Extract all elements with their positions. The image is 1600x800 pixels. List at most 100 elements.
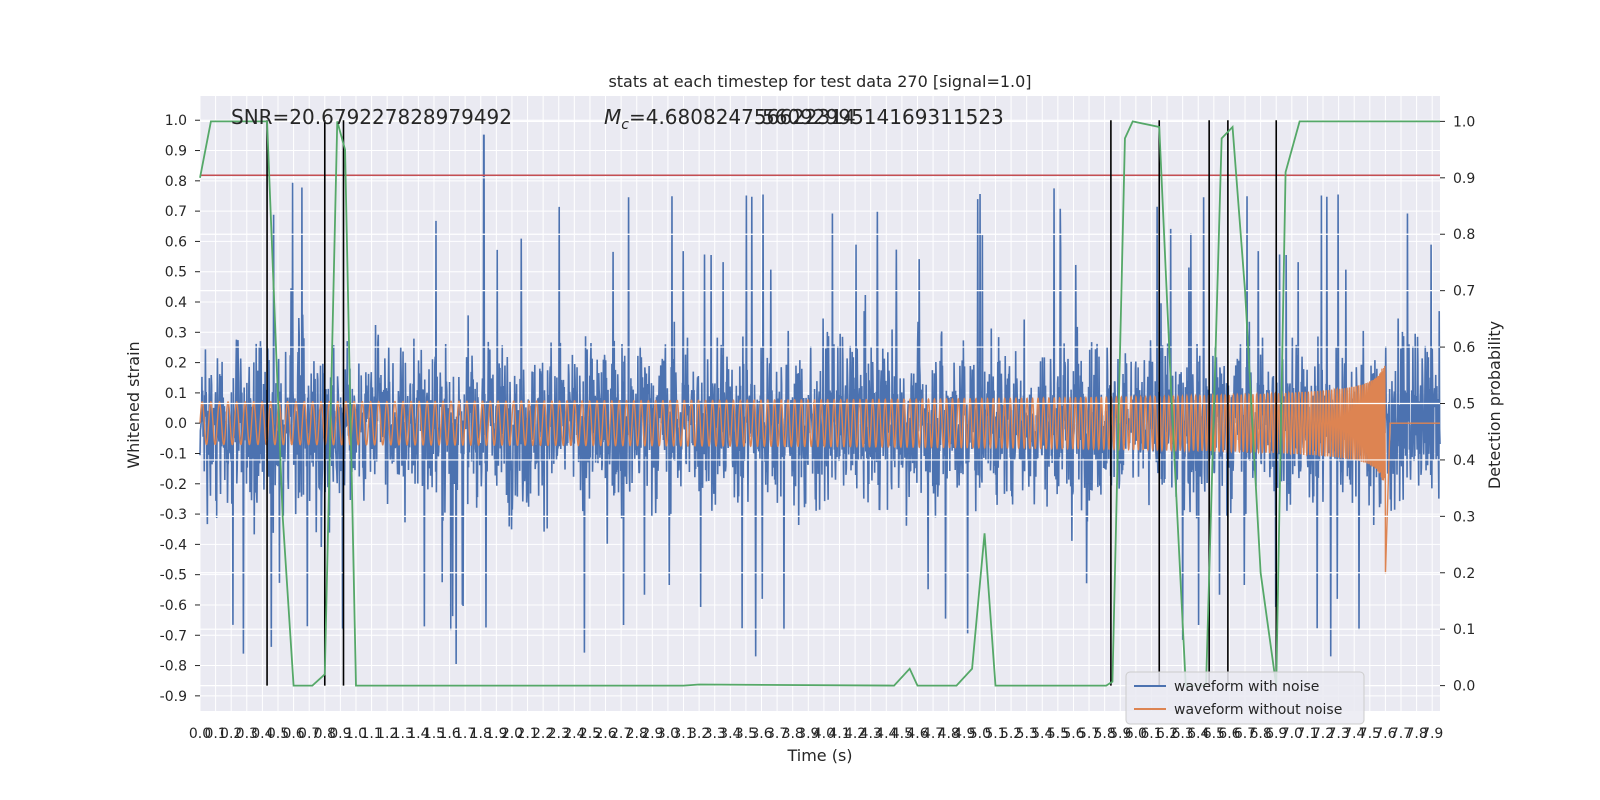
y-tick-label: 0.7	[165, 204, 187, 220]
y-tick-label: 0.4	[165, 295, 187, 311]
x-tick-label: 5.8	[1094, 726, 1116, 742]
x-tick-label: 0.3	[236, 726, 258, 742]
x-axis-label: Time (s)	[786, 746, 852, 765]
x-tick-label: 7.9	[1421, 726, 1443, 742]
x-tick-label: 6.6	[1218, 726, 1240, 742]
y-tick-label: -0.2	[160, 477, 187, 493]
x-tick-label: 5.5	[1047, 726, 1069, 742]
y2-tick-label: 0.0	[1453, 679, 1475, 695]
mc-symbol: M	[604, 105, 621, 129]
y-tick-label: -0.1	[160, 446, 187, 462]
y-tick-label: 0.2	[165, 356, 187, 372]
x-tick-label: 6.3	[1172, 726, 1194, 742]
x-tick-label: 6.8	[1249, 726, 1271, 742]
x-tick-label: 3.6	[750, 726, 772, 742]
x-tick-label: 7.2	[1312, 726, 1334, 742]
x-tick-label: 2.5	[579, 726, 601, 742]
y2-tick-label: 0.5	[1453, 397, 1475, 413]
x-tick-label: 5.0	[969, 726, 991, 742]
x-tick-label: 7.8	[1405, 726, 1427, 742]
y-tick-labels: -0.9 -0.8 -0.7 -0.6 -0.5 -0.4 -0.3 -0.2 -0.1 0.0 0…	[160, 113, 200, 705]
x-tick-labels: 0.00.10.20.30.40.50.60.70.80.91.01.11.21…	[189, 726, 1443, 742]
x-tick-label: 1.9	[485, 726, 507, 742]
x-tick-label: 4.0	[813, 726, 835, 742]
x-tick-label: 7.6	[1374, 726, 1396, 742]
legend-label-noise: waveform with noise	[1174, 679, 1319, 695]
x-tick-label: 1.8	[470, 726, 492, 742]
y2-tick-label: 0.2	[1453, 566, 1475, 582]
y2-tick-label: 0.4	[1453, 453, 1475, 469]
x-tick-label: 0.6	[282, 726, 304, 742]
x-tick-label: 3.1	[672, 726, 694, 742]
y-tick-label: 0.9	[165, 144, 187, 160]
y-tick-label: 0.3	[165, 325, 187, 341]
x-tick-label: 2.4	[563, 726, 585, 742]
x-tick-label: 1.1	[360, 726, 382, 742]
x-tick-label: 5.6	[1062, 726, 1084, 742]
x-tick-label: 5.2	[1000, 726, 1022, 742]
x-tick-label: 6.1	[1140, 726, 1162, 742]
x-tick-label: 3.5	[735, 726, 757, 742]
x-tick-label: 2.1	[516, 726, 538, 742]
x-tick-label: 7.0	[1281, 726, 1303, 742]
x-tick-label: 1.4	[407, 726, 429, 742]
x-tick-label: 4.3	[860, 726, 882, 742]
legend: waveform with noise waveform without noi…	[1125, 671, 1365, 725]
x-tick-label: 1.3	[392, 726, 414, 742]
y-tick-label: 0.5	[165, 265, 187, 281]
x-tick-label: 6.5	[1203, 726, 1225, 742]
x-tick-label: 3.4	[719, 726, 741, 742]
y2-axis-label: Detection probability	[1485, 321, 1504, 489]
x-tick-label: 5.1	[984, 726, 1006, 742]
x-tick-label: 1.0	[345, 726, 367, 742]
y-tick-label: -0.4	[160, 537, 187, 553]
x-tick-label: 3.3	[704, 726, 726, 742]
x-tick-label: 1.2	[376, 726, 398, 742]
legend-label-clean: waveform without noise	[1174, 702, 1342, 718]
x-tick-label: 4.8	[938, 726, 960, 742]
detection-probability-line	[199, 120, 1440, 687]
y2-tick-label: 0.7	[1453, 284, 1475, 300]
x-tick-label: 4.9	[953, 726, 975, 742]
mc-value: =4.680824756622314	[629, 105, 856, 129]
x-tick-label: 7.5	[1359, 726, 1381, 742]
x-tick-label: 0.8	[314, 726, 336, 742]
y-tick-label: -0.3	[160, 507, 187, 523]
y-tick-label: 1.0	[165, 113, 187, 129]
series-waveform-with-noise	[199, 134, 1441, 665]
x-tick-label: 6.4	[1187, 726, 1209, 742]
mc-subscript: c	[621, 117, 629, 133]
y2-tick-label: 0.6	[1453, 340, 1475, 356]
y2-tick-label: 0.1	[1453, 622, 1475, 638]
x-tick-label: 0.5	[267, 726, 289, 742]
x-tick-label: 6.2	[1156, 726, 1178, 742]
waveform-with-noise-line	[199, 134, 1441, 665]
y2-tick-label: 0.9	[1453, 171, 1475, 187]
x-tick-label: 4.1	[828, 726, 850, 742]
snr-annotation: SNR=20.679227828979492	[231, 105, 512, 129]
x-tick-label: 2.6	[594, 726, 616, 742]
x-tick-label: 4.5	[891, 726, 913, 742]
x-tick-label: 5.9	[1109, 726, 1131, 742]
y-tick-label: 0.8	[165, 174, 187, 190]
x-tick-label: 2.2	[532, 726, 554, 742]
x-tick-label: 4.2	[844, 726, 866, 742]
x-tick-label: 1.7	[454, 726, 476, 742]
x-tick-label: 3.2	[688, 726, 710, 742]
x-tick-label: 3.8	[782, 726, 804, 742]
x-tick-label: 5.7	[1078, 726, 1100, 742]
y-tick-label: -0.5	[160, 568, 187, 584]
x-tick-label: 1.5	[423, 726, 445, 742]
waveform-without-noise-line	[199, 365, 1440, 574]
x-tick-label: 0.2	[220, 726, 242, 742]
x-tick-label: 2.9	[641, 726, 663, 742]
x-tick-label: 6.7	[1234, 726, 1256, 742]
x-tick-label: 0.7	[298, 726, 320, 742]
x-tick-label: 1.6	[438, 726, 460, 742]
y-tick-label: -0.8	[160, 659, 187, 675]
y-tick-label: -0.6	[160, 598, 187, 614]
mc-annotation: Mc=4.680824756622314	[604, 105, 856, 133]
y2-tick-labels: 0.0 0.1 0.2 0.3 0.4 0.5 0.6 0.7 0.8 0.9 1.0	[1440, 114, 1475, 695]
y-tick-label: -0.9	[160, 689, 187, 705]
x-tick-label: 5.4	[1031, 726, 1053, 742]
